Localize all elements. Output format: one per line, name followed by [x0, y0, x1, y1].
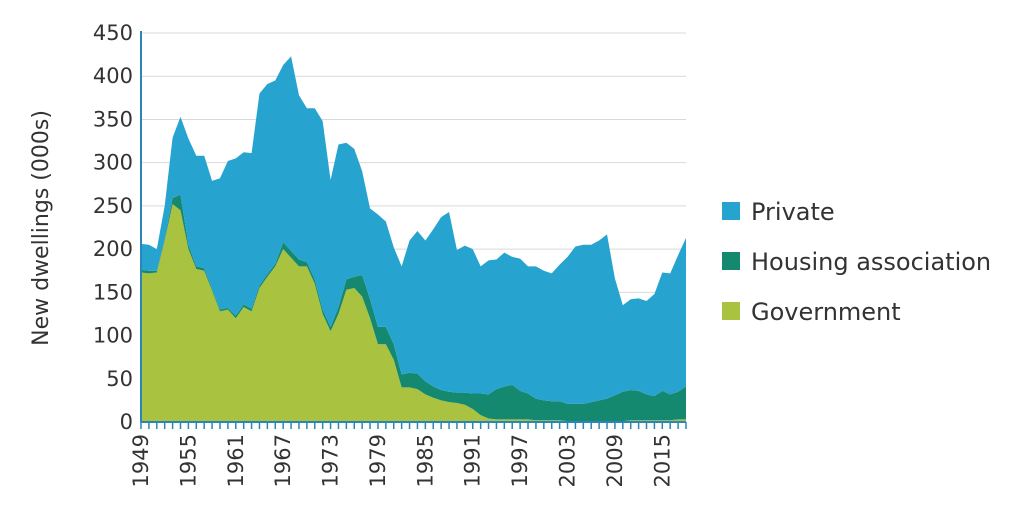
legend-swatch-housing-association — [722, 252, 740, 270]
legend-swatch-private — [722, 202, 740, 220]
y-tick-label-300: 300 — [93, 151, 133, 175]
area-housing-association — [141, 194, 686, 422]
axes — [140, 31, 687, 429]
legend-swatch-government — [722, 302, 740, 320]
x-tick-label-1973: 1973 — [319, 434, 343, 487]
y-axis-label: New dwellings (000s) — [29, 110, 54, 346]
x-tick-label-1985: 1985 — [413, 434, 437, 487]
y-tick-label-350: 350 — [93, 107, 133, 131]
x-tick-label-2015: 2015 — [650, 434, 674, 487]
y-tick-labels: 0 50 100 150 200 250 300 350 400 450 — [93, 21, 133, 434]
y-tick-label-50: 50 — [106, 367, 133, 391]
x-tick-label-1955: 1955 — [176, 434, 200, 487]
legend-label-housing-association: Housing association — [751, 248, 991, 276]
x-tick-label-1967: 1967 — [271, 434, 295, 487]
y-tick-label-0: 0 — [120, 410, 133, 434]
y-tick-label-150: 150 — [93, 280, 133, 304]
legend: Private Housing association Government — [722, 198, 991, 326]
x-tick-labels: 1949 1955 1961 1967 1973 1979 1985 1991 1997 2003… — [129, 434, 674, 487]
x-tick-label-2003: 2003 — [556, 434, 580, 487]
y-tick-label-200: 200 — [93, 237, 133, 261]
legend-label-private: Private — [751, 198, 835, 226]
x-tick-label-2009: 2009 — [603, 434, 627, 487]
area-government — [141, 204, 686, 422]
legend-label-government: Government — [751, 298, 901, 326]
y-tick-label-450: 450 — [93, 21, 133, 45]
x-tick-label-1961: 1961 — [224, 434, 248, 487]
x-tick-label-1979: 1979 — [366, 434, 390, 487]
y-tick-label-250: 250 — [93, 194, 133, 218]
areas — [141, 56, 686, 422]
x-tick-label-1949: 1949 — [129, 434, 153, 487]
y-tick-label-100: 100 — [93, 324, 133, 348]
x-tick-label-1997: 1997 — [508, 434, 532, 487]
y-tick-label-400: 400 — [93, 64, 133, 88]
x-tick-label-1991: 1991 — [461, 434, 485, 487]
area-private — [141, 56, 686, 404]
